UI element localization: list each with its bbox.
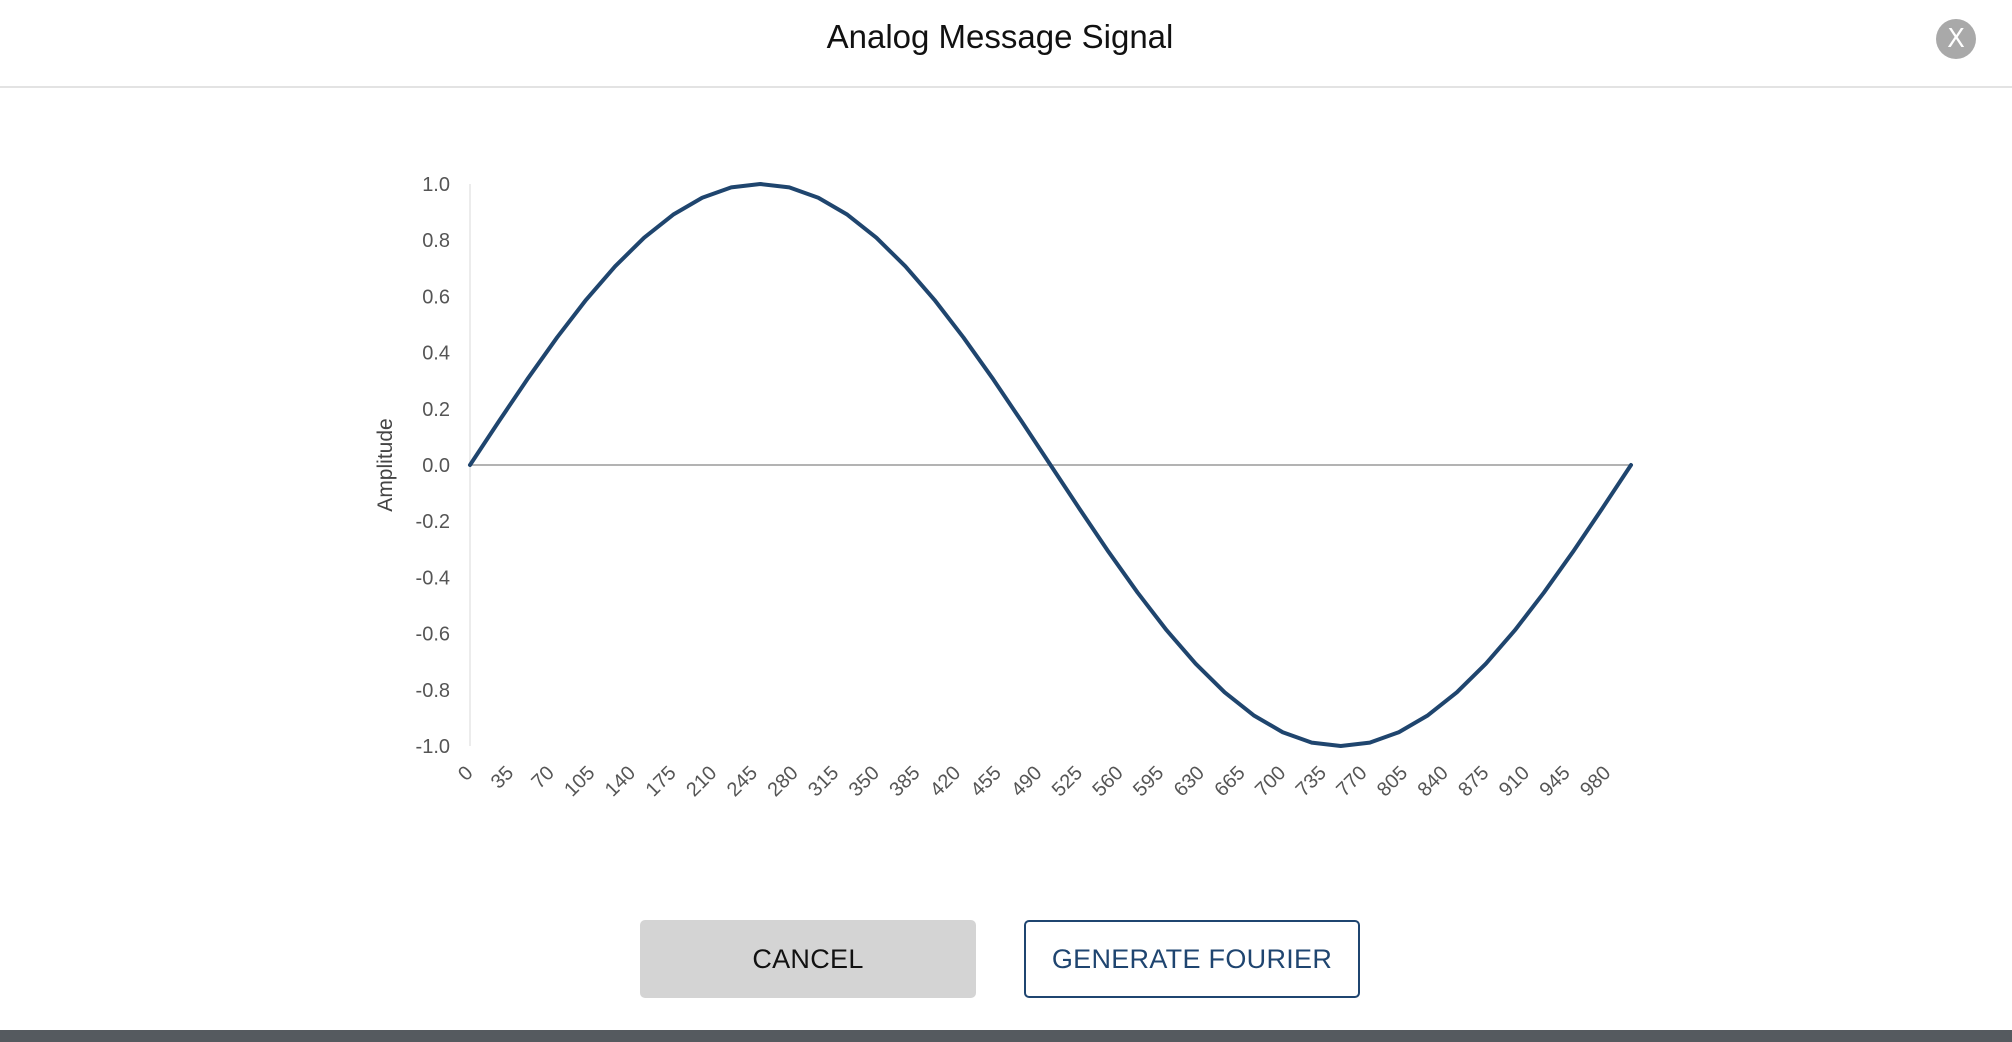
x-tick-label: 630 (1170, 762, 1209, 801)
y-axis-label: Amplitude (374, 418, 397, 511)
dialog-title: Analog Message Signal (826, 18, 1174, 55)
x-tick-label: 910 (1495, 762, 1534, 801)
x-tick-label: 315 (804, 762, 843, 801)
x-tick-label: 210 (682, 762, 721, 801)
x-tick-label: 35 (487, 762, 518, 793)
x-tick-label: 525 (1048, 762, 1087, 801)
y-tick-label: -0.8 (416, 680, 450, 702)
x-tick-label: 980 (1576, 762, 1615, 801)
x-tick-label: 875 (1454, 762, 1493, 801)
chart-svg: 1.00.80.60.40.20.0-0.2-0.4-0.6-0.8-1.00 3… (374, 174, 1633, 801)
x-tick-label: 105 (560, 762, 599, 801)
x-tick-label: 945 (1536, 762, 1575, 801)
x-tick-label: 70 (528, 762, 559, 793)
x-tick-label: 665 (1210, 762, 1249, 801)
close-button[interactable]: X (1936, 19, 1976, 59)
cancel-button[interactable]: CANCEL (640, 920, 976, 998)
y-tick-label: 0.6 (422, 286, 450, 308)
x-tick-label: 420 (926, 762, 965, 801)
bottom-bar (0, 1030, 2012, 1042)
x-tick-label: 140 (601, 762, 640, 801)
generate-fourier-button[interactable]: GENERATE FOURIER (1024, 920, 1360, 998)
x-tick-label: 770 (1332, 762, 1371, 801)
signal-chart: 1.0 0.8 0.6 0.4 0.2 0.0 -0.2 -0.4 -0.6 -0.8 -1.0 0 3… (0, 88, 2012, 913)
close-icon: X (1947, 24, 1965, 54)
x-tick-label: 280 (763, 762, 802, 801)
x-tick-label: 700 (1251, 762, 1290, 801)
x-tick-label: 0 (454, 762, 477, 785)
signal-series-line (468, 182, 1633, 748)
x-tick-label: 175 (642, 762, 681, 801)
x-tick-label: 735 (1292, 762, 1331, 801)
x-tick-label: 385 (885, 762, 924, 801)
x-tick-label: 560 (1089, 762, 1128, 801)
x-tick-label: 490 (1007, 762, 1046, 801)
y-tick-label: 0.4 (422, 343, 450, 365)
y-tick-label: 0.2 (422, 399, 450, 421)
y-tick-label: -1.0 (416, 736, 450, 758)
y-tick-label: 1.0 (422, 174, 450, 196)
x-tick-label: 455 (967, 762, 1006, 801)
x-tick-label: 595 (1129, 762, 1168, 801)
dialog-header: Analog Message Signal X (0, 0, 2012, 88)
y-tick-label: 0.0 (422, 455, 450, 477)
y-tick-label: -0.4 (416, 567, 450, 589)
x-tick-label: 245 (723, 762, 762, 801)
x-tick-label: 350 (845, 762, 884, 801)
x-tick-label: 840 (1414, 762, 1453, 801)
y-tick-label: 0.8 (422, 230, 450, 252)
x-tick-label: 805 (1373, 762, 1412, 801)
y-tick-label: -0.2 (416, 511, 450, 533)
y-tick-label: -0.6 (416, 624, 450, 646)
